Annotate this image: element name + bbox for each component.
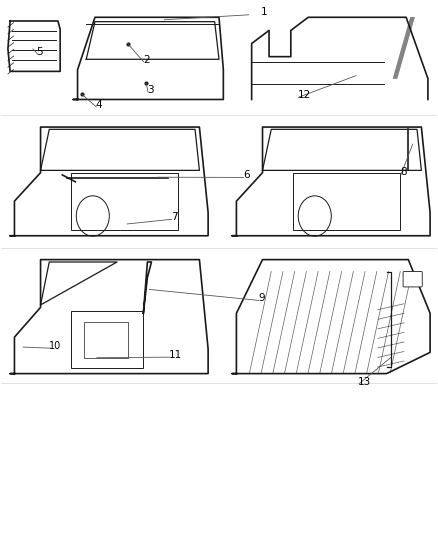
Text: 10: 10	[49, 341, 61, 351]
Polygon shape	[143, 262, 152, 313]
Text: 4: 4	[95, 100, 102, 110]
Text: 7: 7	[171, 212, 177, 222]
Text: 11: 11	[169, 350, 182, 360]
Bar	[71, 311, 143, 368]
Bar	[71, 173, 178, 230]
Text: 12: 12	[297, 91, 311, 100]
Text: 1: 1	[260, 7, 267, 17]
Text: 3: 3	[147, 85, 154, 95]
Bar	[293, 173, 399, 230]
Text: 8: 8	[400, 167, 407, 177]
Text: 6: 6	[243, 170, 250, 180]
Bar	[84, 322, 127, 358]
Text: 13: 13	[358, 377, 371, 387]
Text: 9: 9	[258, 294, 265, 303]
Text: 5: 5	[36, 47, 43, 57]
Text: 2: 2	[143, 55, 149, 65]
FancyBboxPatch shape	[403, 271, 422, 287]
